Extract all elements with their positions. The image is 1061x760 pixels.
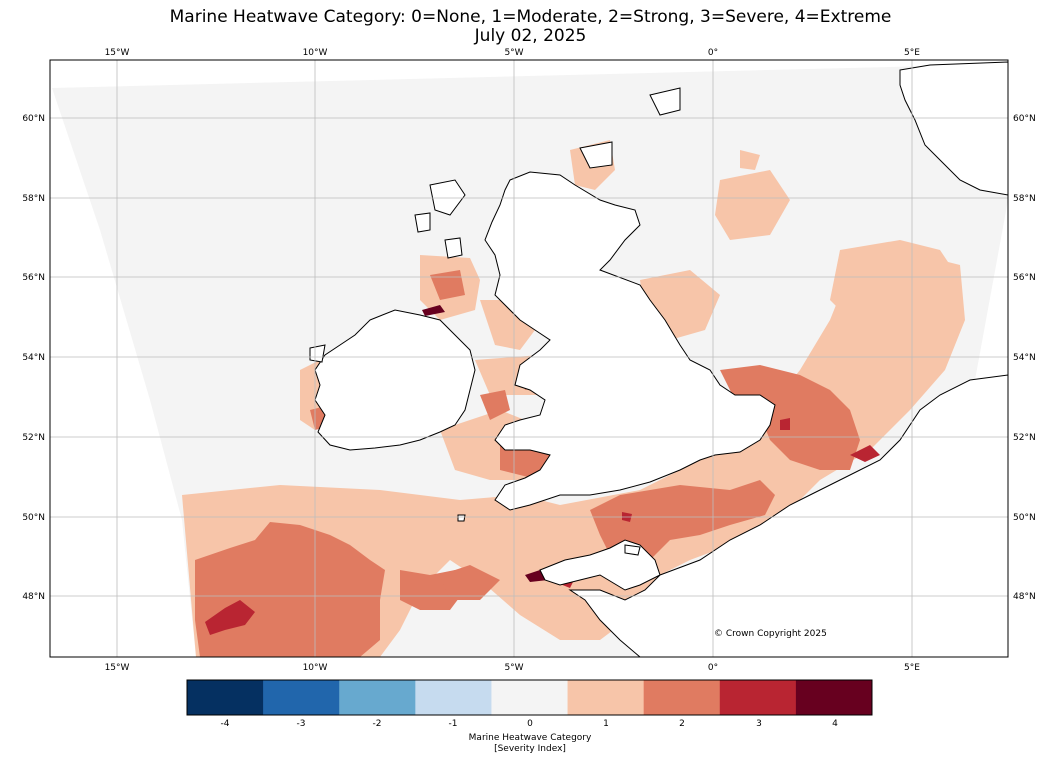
lat-label: 58°N	[22, 194, 45, 204]
lon-label: 5°E	[904, 663, 920, 673]
colorbar-swatch	[719, 680, 797, 715]
lon-label: 10°W	[303, 663, 328, 673]
lat-labels-right: 60°N 58°N 56°N 54°N 52°N 50°N 48°N	[1013, 114, 1036, 602]
lon-label: 0°	[708, 663, 718, 673]
colorbar-tick-label: 1	[603, 719, 609, 729]
map-frame	[49, 59, 1009, 658]
lat-label: 54°N	[22, 353, 45, 363]
lat-labels-left: 60°N 58°N 56°N 54°N 52°N 50°N 48°N	[22, 114, 45, 602]
lon-labels-top: 15°W 10°W 5°W 0° 5°E	[105, 48, 921, 58]
colorbar-tick-label: 4	[832, 719, 838, 729]
lat-label: 48°N	[22, 592, 45, 602]
land-masses	[309, 61, 1008, 657]
copyright-text: © Crown Copyright 2025	[714, 629, 827, 639]
colorbar-unit-label: [Severity Index]	[494, 744, 566, 754]
lat-label: 52°N	[1013, 433, 1036, 443]
colorbar-tick-label: 3	[756, 719, 762, 729]
colorbar-frame	[186, 679, 873, 716]
lat-label: 50°N	[22, 513, 45, 523]
colorbar-tick-label: -4	[221, 719, 230, 729]
colorbar-tick-label: -1	[449, 719, 458, 729]
colorbar	[186, 679, 873, 716]
colorbar-swatch	[415, 680, 492, 715]
graticule	[50, 60, 1008, 657]
lat-label: 48°N	[1013, 592, 1036, 602]
colorbar-swatch	[187, 680, 264, 715]
lat-label: 60°N	[22, 114, 45, 124]
colorbar-swatch	[491, 680, 569, 715]
lon-label: 0°	[708, 48, 718, 58]
map-area: © Crown Copyright 2025	[50, 60, 1008, 657]
lon-label: 10°W	[303, 48, 328, 58]
lat-label: 56°N	[22, 273, 45, 283]
colorbar-swatch	[567, 680, 645, 715]
colorbar-ticks: -4 -3 -2 -1 0 1 2 3 4 Marine Heatwave Ca…	[221, 719, 839, 754]
lon-label: 5°W	[504, 663, 523, 673]
lon-label: 5°W	[504, 48, 523, 58]
lat-label: 54°N	[1013, 353, 1036, 363]
lon-label: 15°W	[105, 48, 130, 58]
lat-label: 50°N	[1013, 513, 1036, 523]
colorbar-swatch	[263, 680, 340, 715]
great-britain	[484, 171, 776, 511]
colorbar-swatch	[643, 680, 721, 715]
colorbar-tick-label: -2	[373, 719, 382, 729]
lat-label: 56°N	[1013, 273, 1036, 283]
colorbar-tick-label: -3	[297, 719, 306, 729]
lat-label: 52°N	[22, 433, 45, 443]
lon-label: 15°W	[105, 663, 130, 673]
map-title: Marine Heatwave Category: 0=None, 1=Mode…	[169, 7, 892, 27]
colorbar-tick-label: 0	[527, 719, 533, 729]
colorbar-swatch	[795, 680, 873, 715]
map-date: July 02, 2025	[474, 26, 587, 46]
colorbar-tick-label: 2	[679, 719, 685, 729]
colorbar-swatch	[339, 680, 416, 715]
colorbar-label: Marine Heatwave Category	[469, 733, 592, 743]
lon-label: 5°E	[904, 48, 920, 58]
lat-label: 58°N	[1013, 194, 1036, 204]
lon-labels-bottom: 15°W 10°W 5°W 0° 5°E	[105, 663, 921, 673]
norway-coast	[899, 61, 1008, 196]
lat-label: 60°N	[1013, 114, 1036, 124]
